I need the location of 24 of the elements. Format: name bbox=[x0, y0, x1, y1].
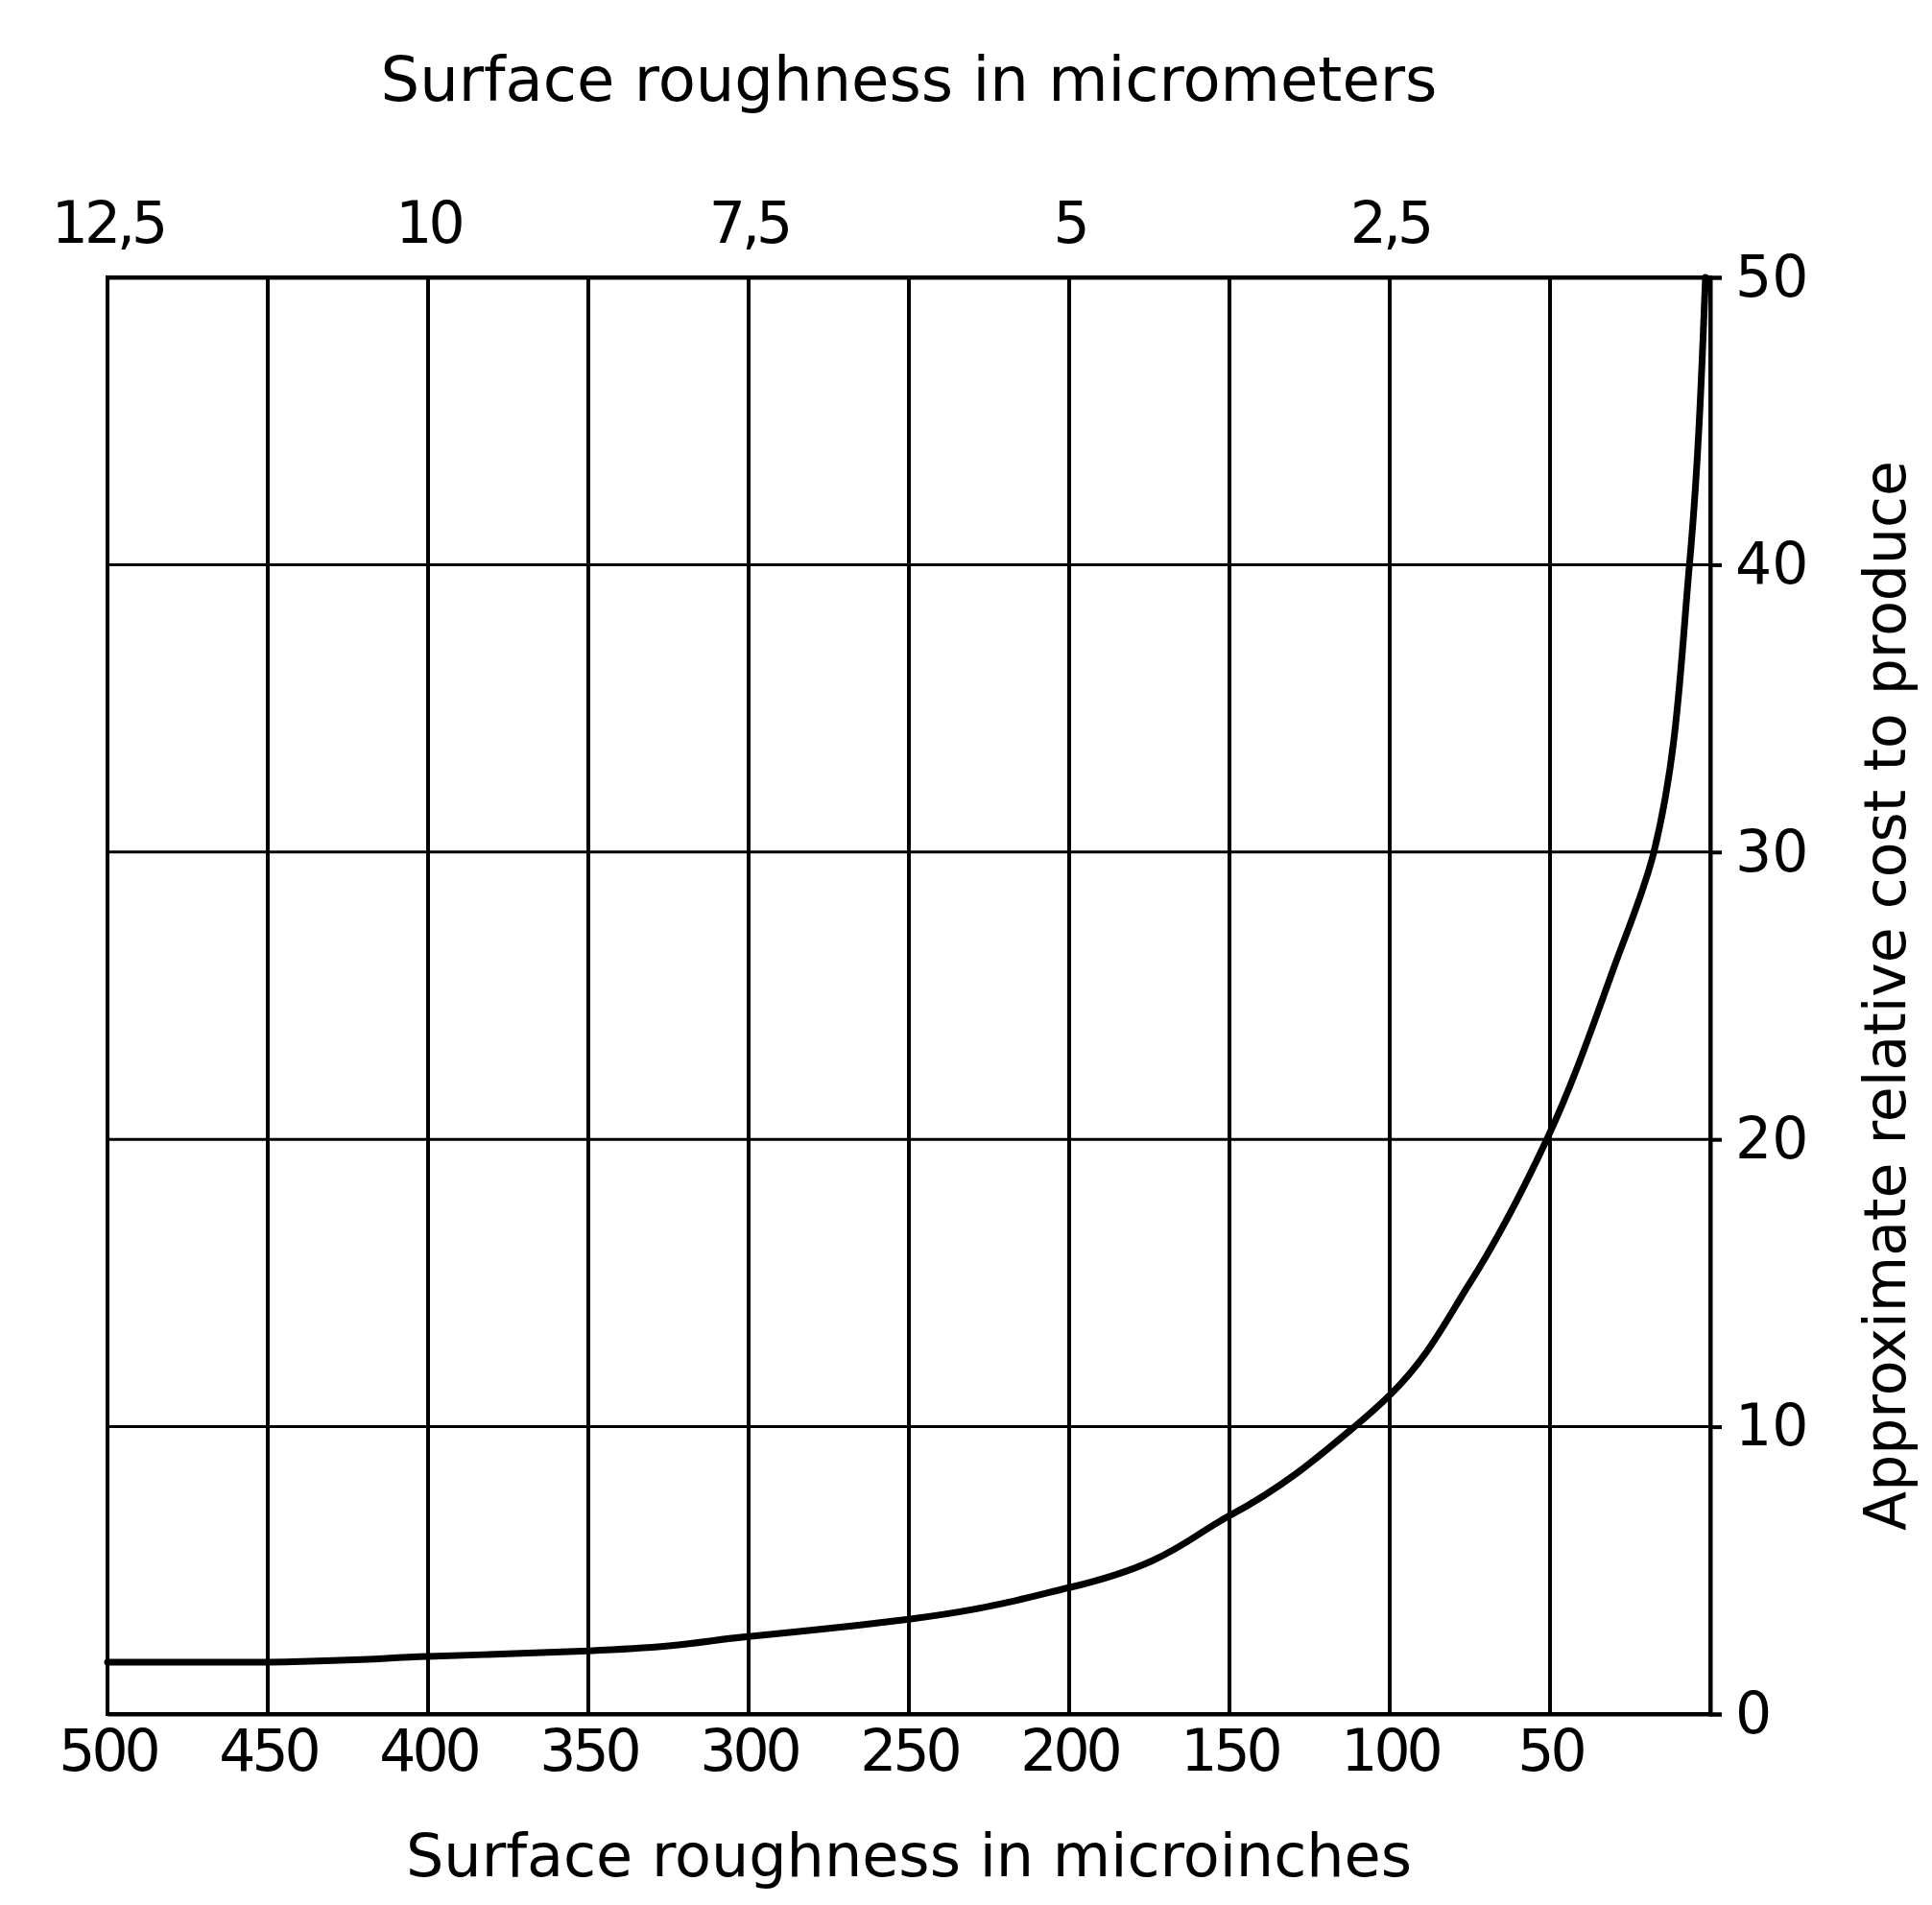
x2-tick-label: 10 bbox=[395, 189, 463, 256]
x-tick-label: 250 bbox=[860, 1716, 960, 1784]
x-tick-label: 350 bbox=[539, 1716, 639, 1784]
x-tick-label: 50 bbox=[1517, 1716, 1585, 1784]
x2-tick-label: 2,5 bbox=[1349, 189, 1431, 256]
x2-tick-label: 7,5 bbox=[708, 189, 790, 256]
x-tick-label: 300 bbox=[700, 1716, 799, 1784]
x2-tick-label: 5 bbox=[1053, 189, 1086, 256]
y-tick-label: 30 bbox=[1735, 817, 1809, 885]
y-axis-title: Approximate relative cost to produce bbox=[1851, 461, 1919, 1531]
x-tick-label: 200 bbox=[1020, 1716, 1120, 1784]
x-tick-label: 450 bbox=[219, 1716, 319, 1784]
y-tick-label: 0 bbox=[1735, 1679, 1773, 1747]
y-tick-label: 40 bbox=[1735, 530, 1809, 598]
x2-axis-title: Surface roughness in micrometers bbox=[380, 44, 1438, 115]
x2-tick-label: 12,5 bbox=[51, 189, 165, 256]
y-tick-label: 10 bbox=[1735, 1392, 1809, 1460]
x-tick-label: 400 bbox=[379, 1716, 479, 1784]
x-tick-label: 500 bbox=[59, 1716, 158, 1784]
x-tick-label: 150 bbox=[1181, 1716, 1280, 1784]
y-tick-label: 20 bbox=[1735, 1104, 1809, 1172]
x-tick-label: 100 bbox=[1341, 1716, 1441, 1784]
x-axis-title: Surface roughness in microinches bbox=[405, 1821, 1413, 1891]
y-tick-label: 50 bbox=[1735, 242, 1809, 310]
